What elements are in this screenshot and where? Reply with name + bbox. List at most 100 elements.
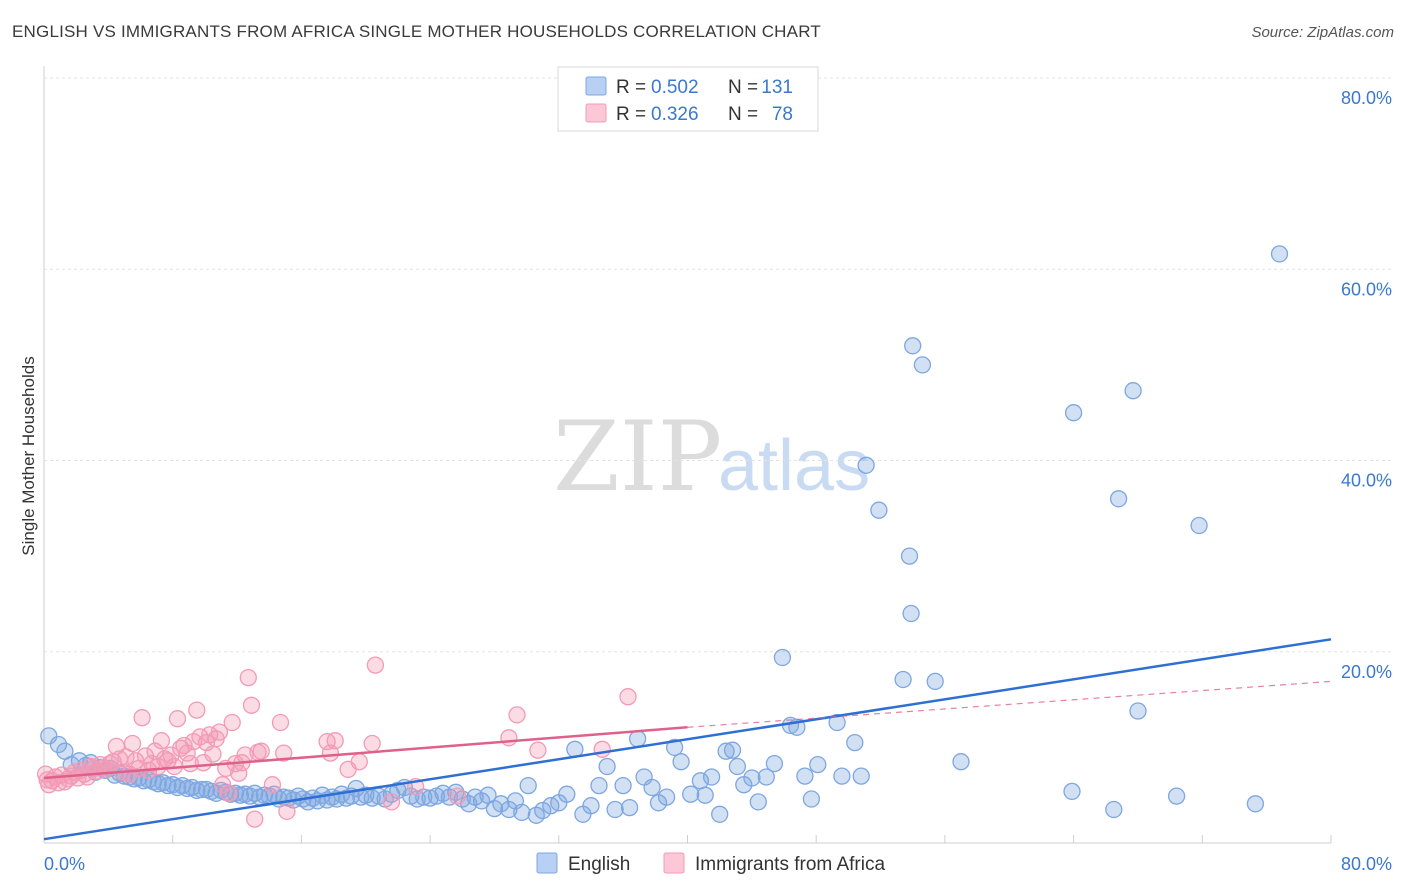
watermark: ZIP atlas [553,401,870,513]
y-tick-label: 40.0% [1341,471,1392,491]
data-point [534,801,552,820]
data-point [168,710,187,728]
data-points [36,245,1289,828]
data-point [711,805,729,823]
series-0-points [40,245,1289,824]
trend-lines [43,638,1332,841]
x-tick-label-min: 0.0% [44,854,85,874]
data-point [894,670,912,689]
watermark-zip: ZIP [553,401,722,513]
axes [43,66,1331,844]
data-point [702,768,721,786]
data-point [152,732,171,750]
legend-label: English [568,854,630,875]
data-point [606,800,624,819]
data-point [382,793,401,811]
data-point [271,713,290,732]
data-point [204,745,222,763]
stats-n-value: 78 [772,104,793,125]
source-label: Source: ZipAtlas.com [1251,24,1394,41]
gridlines [43,77,1392,843]
stats-n-label: N = [728,104,758,125]
data-point [133,709,151,727]
data-point [529,741,547,759]
data-point [802,790,821,808]
y-axis-label: Single Mother Households [19,356,38,555]
stats-n-label: N = [728,77,758,98]
x-tick-label-max: 80.0% [1341,854,1392,874]
data-point [558,785,576,803]
data-point [40,727,58,745]
y-tick-labels: 20.0% 40.0% 60.0% 80.0% [1341,88,1392,682]
stats-swatch [585,76,607,96]
data-point [220,784,238,802]
data-point [1246,795,1265,813]
data-point [857,456,875,474]
data-point [242,696,261,714]
series-legend: English Immigrants from Africa [536,852,885,875]
trend-line-series-1 [43,726,688,780]
data-point [278,802,296,821]
data-point [598,757,616,776]
data-point [1270,245,1289,263]
data-point [1109,490,1128,508]
x-tick-labels: 0.0% 80.0% [44,854,1392,874]
data-point [350,753,368,771]
data-point [1129,702,1147,720]
data-point [1063,782,1081,801]
series-1-points [36,656,637,828]
data-point [49,735,68,754]
data-point [223,713,241,732]
y-tick-label: 80.0% [1341,88,1392,108]
stats-r-label: R = [616,77,646,98]
data-point [728,757,747,776]
data-point [263,776,282,794]
data-point [500,800,518,819]
data-point [513,803,531,822]
data-point [519,776,537,795]
data-point [363,734,381,753]
data-point [665,738,684,757]
data-point [773,648,792,667]
data-point [326,732,344,750]
data-point [657,788,676,806]
chart-title: ENGLISH VS IMMIGRANTS FROM AFRICA SINGLE… [12,22,821,41]
data-point [239,668,257,687]
data-point [749,793,767,811]
data-point [448,787,467,805]
data-point [952,753,970,771]
data-point [1105,800,1123,819]
stats-r-value: 0.502 [651,77,699,98]
y-tick-label: 20.0% [1341,662,1392,682]
data-point [1124,382,1142,400]
data-point [902,604,920,623]
stats-swatch [585,103,607,123]
data-point [246,810,264,828]
trend-line-series-0 [43,638,1332,841]
data-point [723,741,742,759]
data-point [926,672,944,691]
data-point [1167,787,1186,805]
data-point [870,501,888,519]
data-point [366,656,385,674]
data-point [672,753,690,771]
data-point [833,767,851,785]
data-point [1190,516,1208,535]
data-point [408,790,426,808]
data-point [421,789,439,807]
data-point [809,755,827,774]
legend-label: Immigrants from Africa [695,854,885,875]
legend-swatch [536,852,558,874]
data-point [717,742,735,760]
data-point [275,744,293,762]
data-point [614,776,632,795]
data-point [904,337,922,355]
y-tick-label: 60.0% [1341,279,1392,299]
stats-r-value: 0.326 [651,104,699,125]
data-point [913,356,932,374]
data-point [363,789,381,807]
data-point [682,785,700,803]
stats-r-label: R = [616,104,646,125]
data-point [643,778,661,797]
